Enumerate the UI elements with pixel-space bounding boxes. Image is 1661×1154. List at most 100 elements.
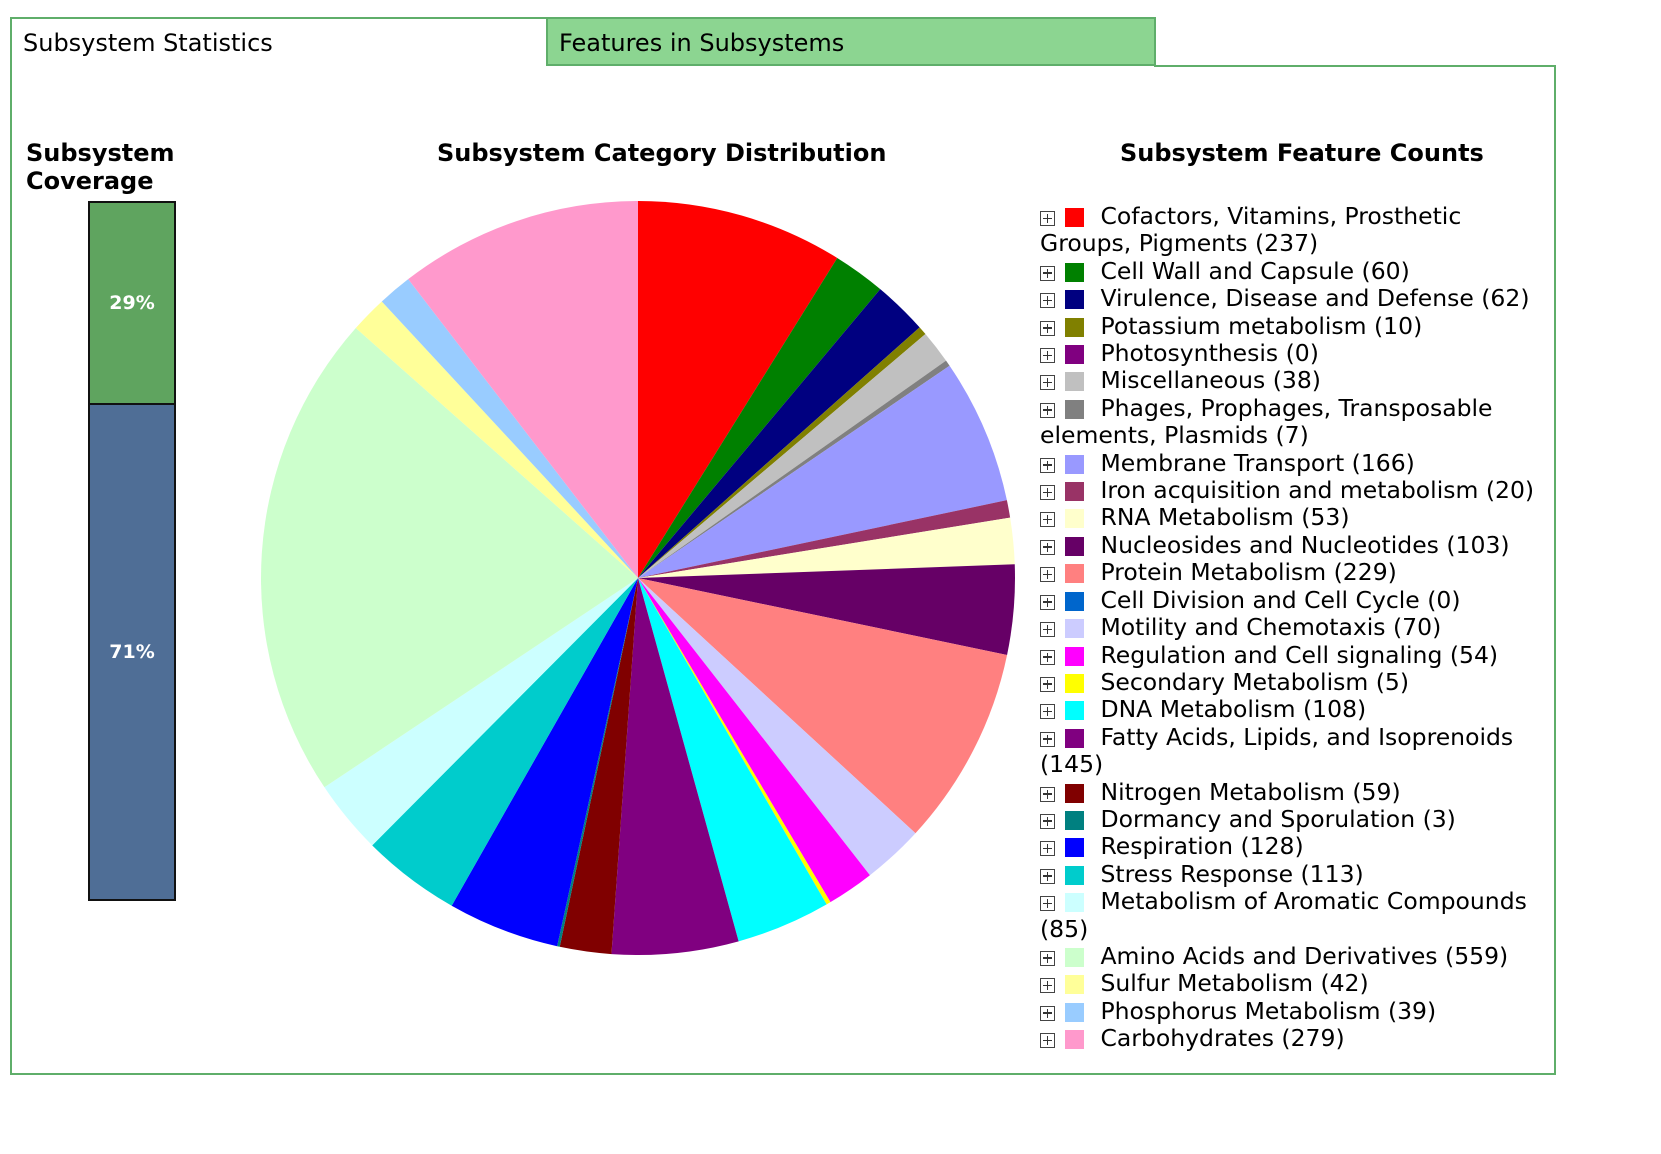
expand-plus-icon[interactable] [1040, 265, 1055, 281]
pie-slice-9[interactable] [638, 517, 1015, 578]
legend-item: Virulence, Disease and Defense (62) [1040, 285, 1540, 312]
legend-count: (53) [1301, 503, 1350, 532]
legend-item: Stress Response (113) [1040, 860, 1540, 888]
expand-plus-icon[interactable] [1040, 731, 1055, 747]
expand-plus-icon[interactable] [1040, 841, 1055, 857]
legend-label: Sulfur Metabolism [1100, 969, 1321, 998]
legend-label: Cell Division and Cell Cycle [1100, 585, 1428, 614]
pie-slice-10[interactable] [638, 564, 1015, 655]
legend-label: Membrane Transport [1100, 448, 1352, 477]
legend-count: (5) [1375, 667, 1410, 696]
expand-plus-icon[interactable] [1040, 676, 1055, 692]
expand-plus-icon[interactable] [1040, 786, 1055, 802]
pie-slice-15[interactable] [638, 578, 831, 905]
legend-swatch [1065, 810, 1085, 830]
legend-label: Protein Metabolism [1100, 558, 1334, 587]
legend-label: Cofactors, Vitamins, Prosthetic Groups, … [1040, 202, 1462, 258]
pie-slice-23[interactable] [261, 328, 638, 788]
pie-slice-0[interactable] [638, 201, 838, 578]
pie-slice-14[interactable] [638, 578, 870, 903]
expand-plus-icon[interactable] [1040, 978, 1055, 994]
expand-plus-icon[interactable] [1040, 868, 1055, 884]
legend-label: Secondary Metabolism [1100, 667, 1376, 696]
legend-label: Motility and Chemotaxis [1100, 613, 1394, 642]
legend-label: Cell Wall and Capsule [1100, 256, 1362, 285]
legend-swatch [1065, 454, 1085, 474]
legend-swatch [1065, 591, 1085, 611]
legend-item: Carbohydrates (279) [1040, 1024, 1540, 1052]
legend-count: (39) [1387, 996, 1437, 1025]
pie-slice-21[interactable] [372, 578, 638, 906]
pie-slice-24[interactable] [355, 301, 638, 578]
legend-swatch [1065, 1030, 1085, 1050]
legend-swatch [1065, 372, 1085, 392]
legend-label: Iron acquisition and metabolism [1100, 476, 1486, 505]
expand-plus-icon[interactable] [1040, 211, 1055, 226]
legend-item: Cofactors, Vitamins, Prosthetic Groups, … [1040, 202, 1540, 258]
legend-item: Nucleosides and Nucleotides (103) [1040, 531, 1540, 559]
expand-plus-icon[interactable] [1040, 567, 1055, 583]
legend-item: Sulfur Metabolism (42) [1040, 970, 1540, 997]
legend-swatch [1065, 783, 1085, 803]
legend-label: DNA Metabolism [1100, 695, 1304, 724]
expand-plus-icon[interactable] [1040, 457, 1055, 473]
expand-plus-icon[interactable] [1040, 348, 1055, 364]
expand-plus-icon[interactable] [1040, 704, 1055, 720]
pie-slice-13[interactable] [638, 578, 916, 876]
pie-slice-3[interactable] [638, 327, 926, 578]
pie-slice-2[interactable] [638, 289, 920, 578]
pie-slice-1[interactable] [638, 257, 881, 578]
expand-plus-icon[interactable] [1040, 896, 1055, 912]
legend-item: DNA Metabolism (108) [1040, 696, 1540, 723]
legend-swatch [1065, 728, 1085, 748]
expand-plus-icon[interactable] [1040, 512, 1055, 528]
expand-plus-icon[interactable] [1040, 320, 1055, 336]
pie-slice-6[interactable] [638, 360, 950, 578]
expand-plus-icon[interactable] [1040, 485, 1055, 501]
tab-features-in-subsystems[interactable]: Features in Subsystems [546, 17, 1156, 66]
pie-slice-11[interactable] [638, 578, 1008, 834]
pie-slice-19[interactable] [557, 578, 638, 947]
expand-plus-icon[interactable] [1040, 1033, 1055, 1049]
expand-plus-icon[interactable] [1040, 1005, 1055, 1021]
expand-plus-icon[interactable] [1040, 649, 1055, 665]
panel-top-border [1154, 65, 1556, 67]
expand-plus-icon[interactable] [1040, 539, 1055, 555]
legend-item: Phosphorus Metabolism (39) [1040, 996, 1540, 1025]
expand-plus-icon[interactable] [1040, 950, 1055, 966]
tab-subsystem-statistics[interactable]: Subsystem Statistics [10, 17, 547, 66]
legend-item: Motility and Chemotaxis (70) [1040, 613, 1540, 642]
pie-slice-8[interactable] [638, 500, 1011, 578]
expand-plus-icon[interactable] [1040, 293, 1055, 309]
pie-slice-18[interactable] [559, 578, 638, 955]
legend-swatch [1065, 619, 1085, 639]
pie-slice-5[interactable] [638, 334, 947, 578]
legend-count: (85) [1040, 914, 1089, 943]
expand-plus-icon[interactable] [1040, 402, 1055, 418]
pie-slice-16[interactable] [638, 578, 827, 942]
legend-label: Photosynthesis [1100, 339, 1286, 368]
expand-plus-icon[interactable] [1040, 594, 1055, 610]
legend-swatch [1065, 509, 1085, 529]
pie-slice-7[interactable] [638, 365, 1007, 578]
coverage-uncovered-segment: 71% [90, 404, 174, 899]
legend-count: (145) [1040, 750, 1104, 779]
legend-count: (10) [1374, 311, 1423, 340]
expand-plus-icon[interactable] [1040, 622, 1055, 638]
pie-slice-25[interactable] [381, 279, 638, 578]
legend-swatch [1065, 975, 1085, 995]
pie-slice-22[interactable] [324, 578, 638, 846]
expand-plus-icon[interactable] [1040, 375, 1055, 391]
legend-count: (20) [1485, 476, 1535, 505]
pie-slice-26[interactable] [408, 201, 638, 578]
legend-label: Respiration [1100, 832, 1241, 861]
legend-swatch [1065, 947, 1085, 967]
expand-plus-icon[interactable] [1040, 813, 1055, 829]
pie-slice-17[interactable] [611, 578, 739, 955]
legend-label: Miscellaneous [1100, 366, 1273, 395]
legend-count: (7) [1275, 421, 1309, 450]
pie-slice-20[interactable] [451, 578, 638, 947]
legend-count: (108) [1303, 695, 1367, 724]
legend-count: (70) [1393, 613, 1442, 642]
legend-swatch [1065, 838, 1085, 858]
